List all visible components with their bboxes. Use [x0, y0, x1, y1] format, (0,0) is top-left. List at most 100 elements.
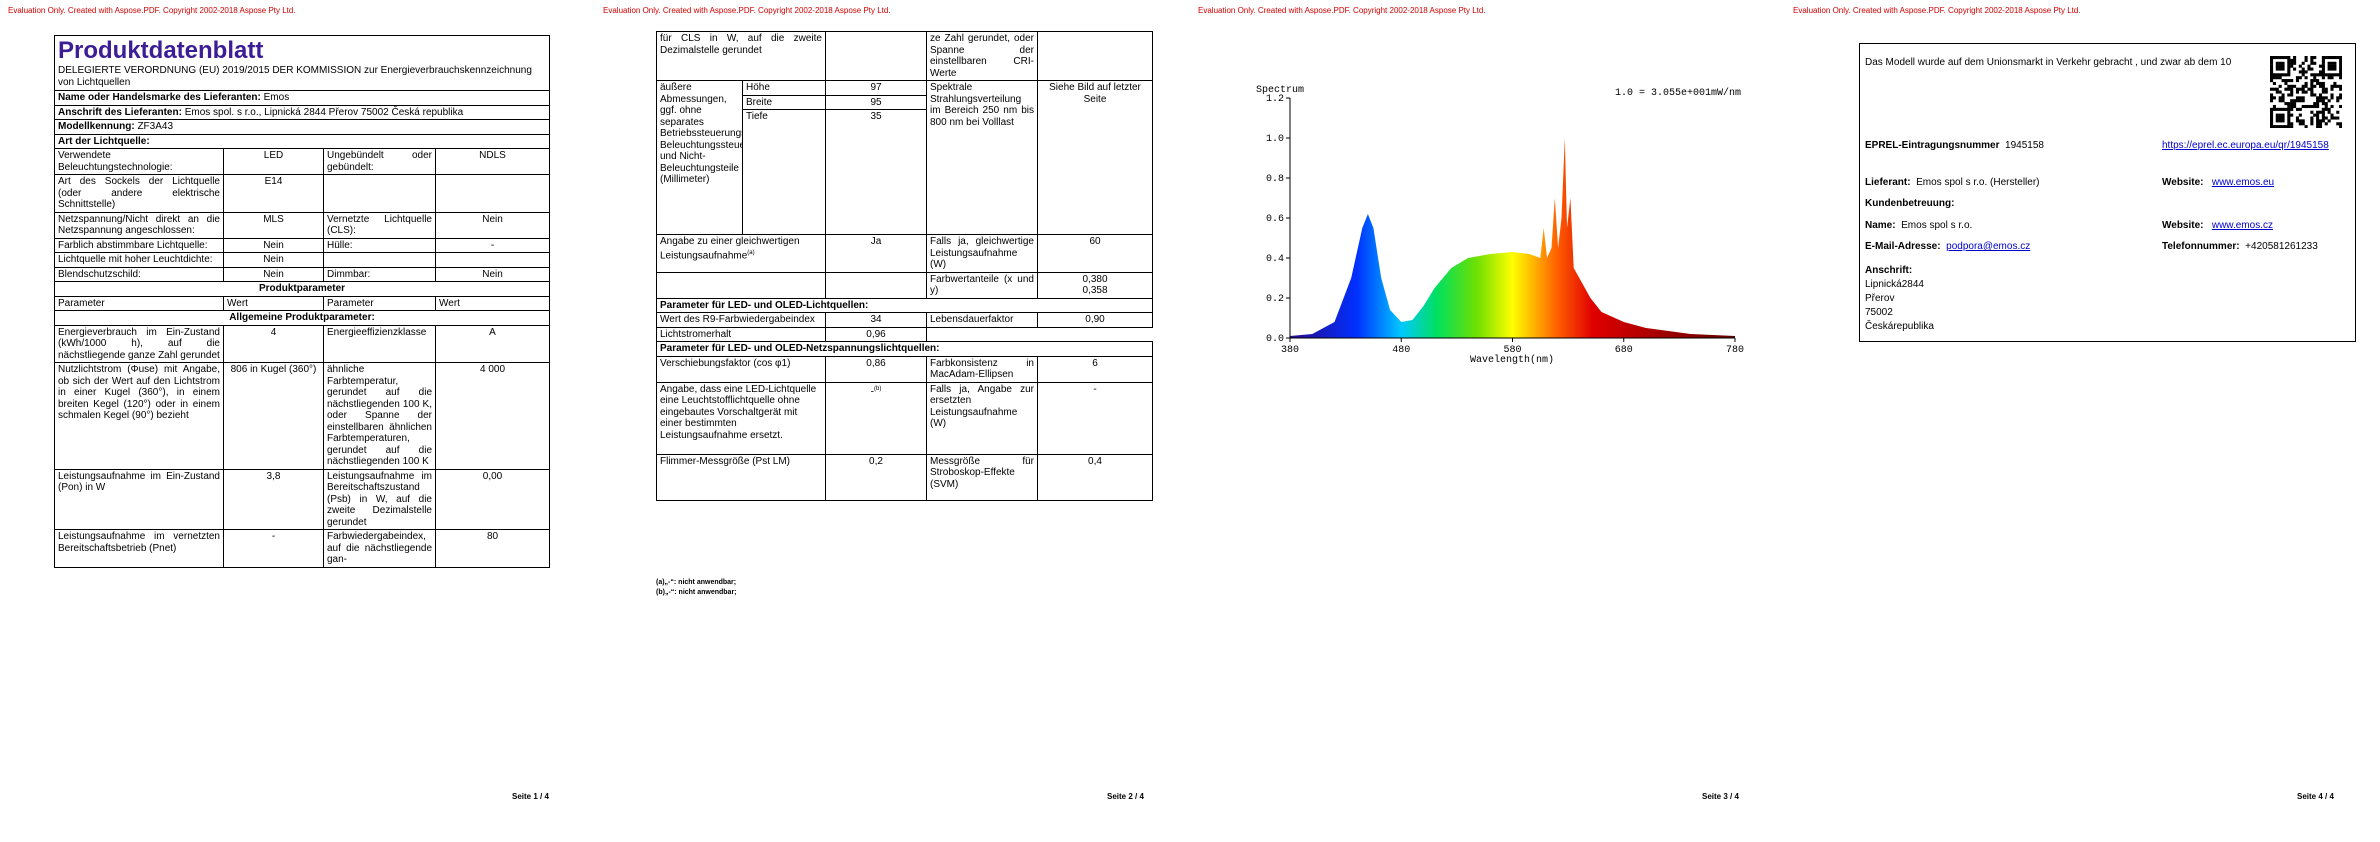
table-cell: äußere Abmessungen, ggf. ohne separates … [656, 80, 743, 235]
y-tick-label: 0.6 [1266, 214, 1284, 225]
qr-module [2281, 119, 2285, 123]
qr-module [2281, 116, 2285, 120]
qr-module [2278, 119, 2282, 123]
qr-module [2298, 119, 2302, 123]
qr-module [2321, 81, 2325, 85]
table-cell: Leistungsaufnahme im Bereitschaftszustan… [323, 468, 436, 530]
qr-module [2270, 96, 2274, 100]
table-cell: Breite [742, 94, 826, 110]
qr-module [2281, 79, 2285, 83]
page-number: Seite 2 / 4 [1107, 792, 1144, 801]
qr-module [2336, 84, 2340, 88]
qr-module [2270, 70, 2274, 74]
qr-module [2275, 125, 2279, 128]
qr-module [2304, 76, 2308, 80]
email-link[interactable]: podpora@emos.cz [1946, 241, 2031, 252]
table-row: Art des Sockels der Lichtquelle (oder an… [54, 174, 551, 213]
qr-module [2316, 113, 2320, 117]
qr-module [2284, 81, 2288, 85]
page: Evaluation Only. Created with Aspose.PDF… [1190, 0, 1785, 842]
qr-module [2321, 110, 2325, 114]
qr-module [2290, 113, 2294, 117]
qr-module [2318, 70, 2323, 74]
qr-module [2301, 73, 2305, 77]
qr-module [2310, 67, 2314, 71]
label: Lieferant: [1865, 177, 1911, 188]
qr-module [2327, 107, 2331, 111]
qr-module [2275, 116, 2279, 120]
qr-module [2304, 90, 2308, 94]
qr-module [2339, 70, 2342, 74]
qr-module [2339, 58, 2342, 62]
qr-module [2272, 125, 2276, 128]
table-cell: LED [223, 148, 324, 175]
text-block: Telefonnummer: +420581261233 [2162, 241, 2318, 252]
table-row: Parameter für LED- und OLED-Lichtquellen… [656, 297, 1153, 313]
qr-module [2321, 113, 2325, 117]
table-cell [825, 31, 927, 81]
qr-module [2304, 84, 2308, 88]
qr-module [2301, 104, 2305, 109]
qr-module [2290, 102, 2294, 106]
x-tick-label: 480 [1392, 345, 1410, 356]
qr-module [2330, 64, 2334, 68]
table-cell: Nein [434, 266, 551, 282]
qr-module [2336, 122, 2340, 126]
qr-module [2281, 96, 2285, 100]
qr-module [2270, 67, 2274, 71]
table-cell: Art des Sockels der Lichtquelle (oder an… [54, 174, 224, 213]
qr-module [2278, 107, 2282, 111]
qr-module [2330, 73, 2334, 77]
table-cell: 0,00 [434, 468, 551, 530]
table-row: Leistungsaufnahme im Ein-Zustand (Pon) i… [54, 468, 551, 530]
text-block: Website: www.emos.eu [2162, 177, 2274, 188]
qr-module [2275, 76, 2279, 80]
table-row: Anschrift des Lieferanten: Emos spol. s … [53, 104, 551, 120]
qr-module [2287, 70, 2291, 74]
qr-module [2293, 102, 2297, 106]
subtitle: DELEGIERTE VERORDNUNG (EU) 2019/2015 DER… [58, 65, 532, 88]
qr-module [2287, 56, 2291, 60]
qr-module [2281, 113, 2285, 117]
table-row: Farblich abstimmbare Lichtquelle: Nein Hül… [54, 237, 551, 253]
website-link[interactable]: www.emos.eu [2211, 177, 2275, 188]
qr-module [2301, 84, 2305, 88]
qr-module [2327, 64, 2331, 68]
qr-module [2295, 76, 2299, 80]
table-cell: Messgröße für Stroboskop-Effekte (SVM) [926, 453, 1038, 501]
watermark: Evaluation Only. Created with Aspose.PDF… [603, 6, 891, 15]
table-cell: Nein [223, 237, 324, 253]
qr-module [2339, 125, 2342, 128]
table-cell: - [1037, 381, 1153, 455]
qr-module [2301, 90, 2305, 94]
value: Emos spol. s r.o., Lipnická 2844 Přerov … [184, 106, 464, 118]
qr-module [2275, 113, 2279, 117]
qr-module [2330, 104, 2334, 109]
table-cell: 95 [825, 94, 927, 110]
qr-module [2278, 76, 2282, 80]
label: Kundenbetreuung: [1865, 198, 1955, 209]
header-cell: Wert [223, 295, 324, 311]
text-block: E-Mail-Adresse: podpora@emos.cz [1865, 241, 2030, 252]
qr-module [2310, 84, 2314, 88]
qr-module [2339, 67, 2342, 71]
qr-module [2327, 76, 2331, 80]
y-tick-label: 0.4 [1266, 254, 1284, 265]
qr-module [2318, 122, 2323, 126]
qr-module [2290, 84, 2294, 88]
scale-note: 1.0 = 3.055e+001mW/nm [1615, 87, 1741, 99]
page: Evaluation Only. Created with Aspose.PDF… [595, 0, 1190, 842]
label: E-Mail-Adresse: [1865, 241, 1941, 252]
qr-module [2324, 116, 2328, 120]
qr-module [2290, 61, 2294, 65]
qr-module [2339, 56, 2342, 60]
table-row: für CLS in W, auf die zweite Dezimalstel… [656, 31, 1153, 81]
qr-module [2293, 84, 2297, 88]
website-link[interactable]: www.emos.cz [2211, 220, 2273, 231]
qr-module [2304, 125, 2308, 128]
table-cell: Angabe, dass eine LED-Lichtquelle eine L… [656, 381, 826, 455]
text-block: Přerov [1865, 293, 1895, 304]
table-cell: Anschrift des Lieferanten: Emos spol. s … [53, 104, 551, 120]
eprel-link[interactable]: https://eprel.ec.europa.eu/qr/1945158 [2162, 140, 2329, 151]
table-cell [927, 327, 1038, 342]
